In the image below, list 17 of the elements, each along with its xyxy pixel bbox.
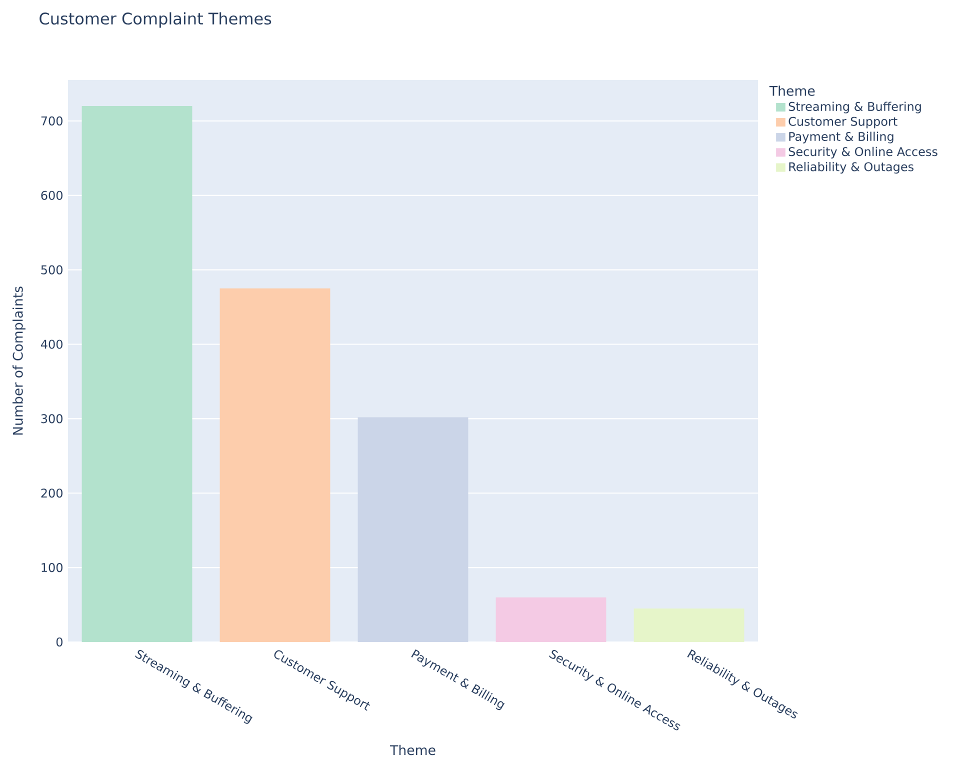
y-tick-label: 700: [41, 116, 62, 126]
y-tick-label: 0: [56, 638, 62, 647]
legend-label: Streaming & Buffering: [788, 102, 921, 114]
legend-label: Reliability & Outages: [789, 162, 914, 174]
y-tick-label: 400: [40, 340, 62, 349]
x-axis-title: Theme: [390, 745, 436, 756]
legend-label: Payment & Billing: [789, 132, 894, 144]
y-axis-title: Number of Complaints: [12, 286, 26, 435]
y-tick-label: 200: [41, 488, 62, 498]
y-tick-label: 300: [41, 414, 62, 424]
y-tick-label: 100: [42, 563, 62, 572]
y-tick-label: 600: [41, 191, 62, 200]
legend-label: Customer Support: [788, 117, 898, 128]
y-tick-label: 500: [41, 265, 62, 275]
legend-label: Security & Online Access: [788, 147, 938, 159]
legend-title: Theme: [769, 86, 815, 96]
chart-title: Customer Complaint Themes: [40, 12, 272, 28]
